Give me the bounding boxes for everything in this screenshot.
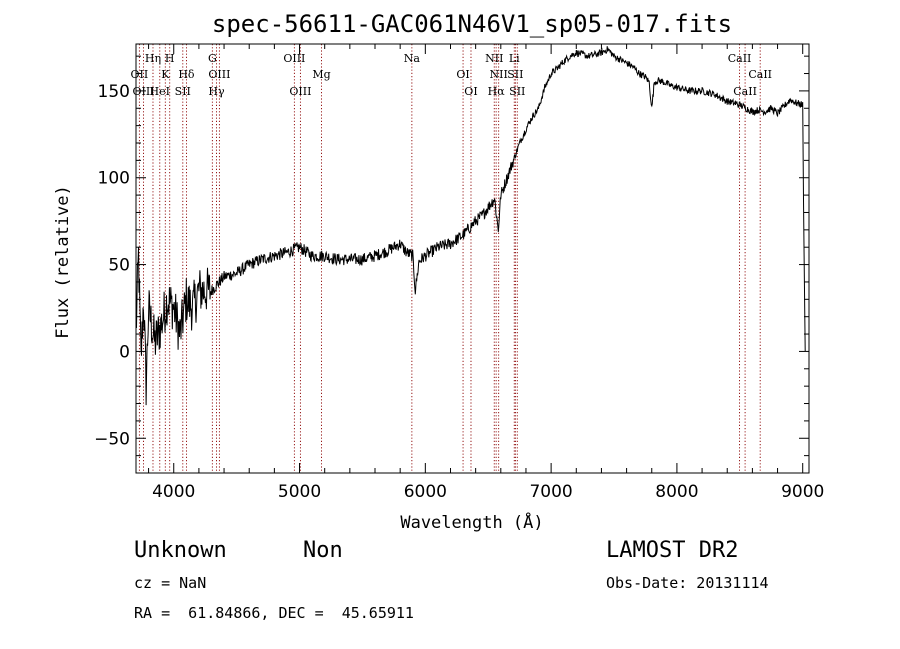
line-marker-label: SII: [175, 85, 191, 98]
x-tick-label: 8000: [655, 482, 698, 502]
line-marker-label: CaII: [733, 85, 757, 98]
line-marker-label: Li: [509, 52, 520, 65]
axis-ticks: 4000 5000 6000 7000 8000 9000 −50 0 50 100 150: [94, 44, 824, 502]
line-marker-label: OI: [464, 85, 477, 98]
line-marker-label: Mg: [312, 68, 330, 81]
line-marker-label: OIII: [289, 85, 311, 98]
y-tick-label: 50: [108, 256, 130, 276]
y-tick-label: 100: [98, 169, 130, 189]
line-marker-label: Hη: [145, 52, 161, 65]
line-marker-label: NII: [485, 52, 503, 65]
line-marker-label: HeI: [150, 85, 170, 98]
x-tick-label: 7000: [529, 482, 572, 502]
line-marker-label: CaII: [748, 68, 772, 81]
obs-date-label: Obs-Date: 20131114: [606, 574, 769, 592]
line-marker-label: SII: [507, 68, 523, 81]
line-marker-label: OIII: [283, 52, 305, 65]
line-marker-label: OIII: [208, 68, 230, 81]
y-tick-label: 150: [98, 82, 130, 102]
x-tick-label: 5000: [278, 482, 321, 502]
line-marker-label: G: [208, 52, 217, 65]
line-marker-label: OIII: [133, 85, 155, 98]
line-marker-label: Hδ: [178, 68, 195, 81]
x-tick-label: 4000: [152, 482, 195, 502]
survey-label: LAMOST DR2: [606, 538, 739, 563]
reference-lines: [138, 44, 761, 473]
line-marker-label: NII: [490, 68, 508, 81]
line-marker-label: Hα: [488, 85, 506, 98]
subclass-label: Non: [303, 538, 343, 563]
line-marker-label: Hγ: [208, 85, 225, 98]
coords-label: RA = 61.84866, DEC = 45.65911: [134, 604, 414, 622]
line-marker-label: OI: [456, 68, 469, 81]
spectrum-series: [135, 46, 806, 406]
plot-frame: [135, 43, 810, 474]
class-label: Unknown: [134, 538, 227, 563]
y-tick-label: −50: [94, 429, 130, 449]
line-marker-label: CaII: [728, 52, 752, 65]
x-tick-label: 6000: [404, 482, 447, 502]
line-marker-label: K: [161, 68, 170, 81]
line-marker-label: SII: [509, 85, 525, 98]
line-marker-label: OII: [131, 68, 149, 81]
y-tick-label: 0: [119, 342, 130, 362]
x-axis-label: Wavelength (Å): [400, 511, 543, 533]
chart-title: spec-56611-GAC061N46V1_sp05-017.fits: [212, 10, 732, 38]
x-tick-label: 9000: [781, 482, 824, 502]
y-axis-label: Flux (relative): [53, 185, 73, 339]
line-marker-label: H: [165, 52, 175, 65]
line-marker-label: Na: [404, 52, 421, 65]
cz-label: cz = NaN: [134, 574, 207, 592]
